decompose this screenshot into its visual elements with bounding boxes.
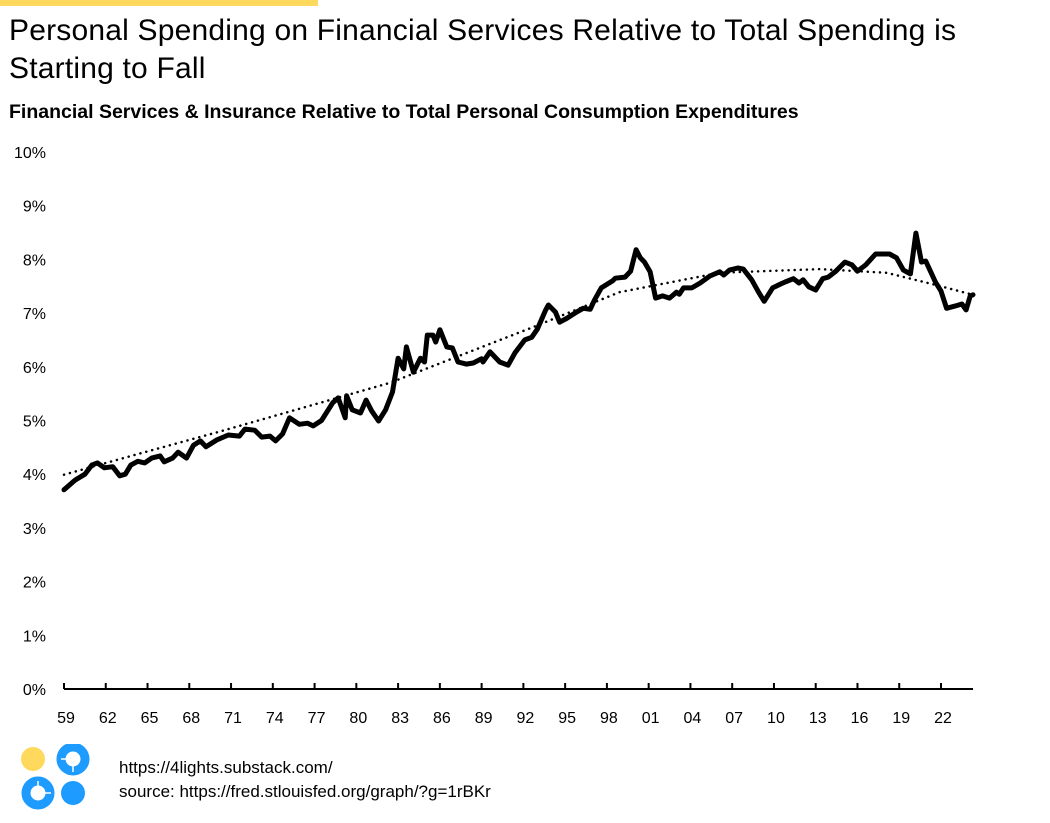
- x-tick-label: 86: [433, 710, 451, 727]
- trend-line: [62, 267, 975, 476]
- y-tick-label: 8%: [23, 252, 46, 269]
- chart-subtitle: Financial Services & Insurance Relative …: [9, 101, 799, 123]
- x-tick-label: 95: [558, 710, 576, 727]
- x-tick-label: 65: [141, 710, 159, 727]
- x-tick-label: 68: [182, 710, 200, 727]
- y-tick-label: 5%: [23, 414, 46, 431]
- line-chart: 0% 1% 2% 3% 4% 5% 6% 7% 8% 9% 10% 59 62 65 68 71 74 77 80 8…: [14, 145, 976, 727]
- logo-icon: [21, 744, 90, 810]
- x-tick-label: 13: [809, 710, 827, 727]
- y-tick-label: 3%: [23, 521, 46, 538]
- x-tick-label: 80: [349, 710, 367, 727]
- y-tick-label: 9%: [23, 199, 46, 216]
- x-tick-label: 92: [516, 710, 534, 727]
- x-tick-label: 10: [767, 710, 785, 727]
- x-tick-label: 19: [892, 710, 910, 727]
- y-tick-label: 6%: [23, 360, 46, 377]
- x-tick-label: 59: [57, 710, 75, 727]
- source-link[interactable]: source: https://fred.stlouisfed.org/grap…: [119, 782, 491, 801]
- x-tick-label: 01: [642, 710, 660, 727]
- x-tick-label: 07: [725, 710, 743, 727]
- footer-links: https://4lights.substack.com/ source: ht…: [119, 756, 491, 804]
- y-tick-label: 2%: [23, 575, 46, 592]
- x-tick-label: 77: [308, 710, 326, 727]
- x-tick-label: 74: [266, 710, 284, 727]
- y-tick-label: 4%: [23, 467, 46, 484]
- x-tick-label: 89: [475, 710, 493, 727]
- x-tick-label: 98: [600, 710, 618, 727]
- x-tick-label: 22: [934, 710, 952, 727]
- page-title: Personal Spending on Financial Services …: [9, 14, 957, 85]
- x-tick-label: 62: [99, 710, 117, 727]
- y-tick-label: 7%: [23, 306, 46, 323]
- y-tick-label: 10%: [14, 145, 46, 162]
- y-tick-label: 1%: [23, 628, 46, 645]
- data-series-line: [61, 230, 976, 493]
- website-link[interactable]: https://4lights.substack.com/: [119, 758, 333, 777]
- y-tick-label: 0%: [23, 682, 46, 699]
- x-tick-label: 16: [851, 710, 869, 727]
- x-tick-label: 04: [684, 710, 702, 727]
- x-tick-label: 71: [224, 710, 242, 727]
- accent-bar: [0, 0, 318, 6]
- x-tick-label: 83: [391, 710, 409, 727]
